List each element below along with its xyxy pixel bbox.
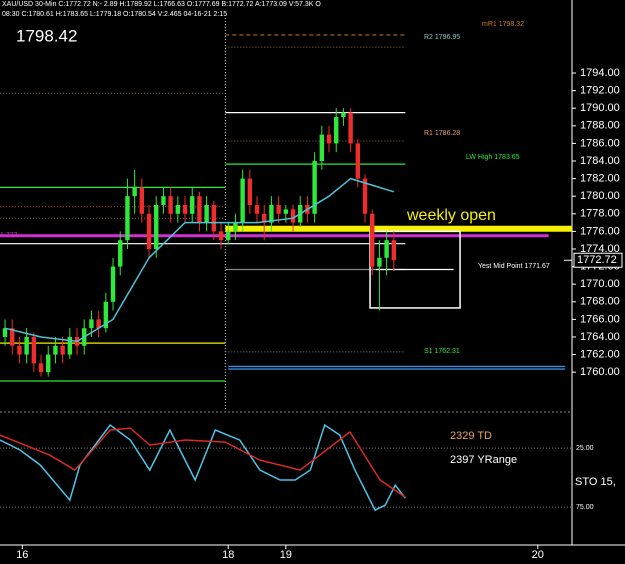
candle-body bbox=[125, 196, 130, 241]
candle-body bbox=[89, 319, 94, 329]
candle-body bbox=[233, 222, 238, 232]
r1-label: R1 1786.28 bbox=[424, 130, 460, 137]
candle-body bbox=[60, 345, 65, 355]
candle-body bbox=[370, 213, 375, 267]
candle-body bbox=[46, 354, 51, 373]
candle-body bbox=[146, 213, 152, 249]
candle-body bbox=[96, 319, 101, 329]
s1-label: S1 1762.31 bbox=[424, 348, 460, 355]
candle-body bbox=[247, 178, 253, 205]
candle-body bbox=[254, 205, 260, 214]
candle-body bbox=[283, 209, 289, 214]
candle-body bbox=[161, 196, 166, 205]
candle-body bbox=[17, 345, 22, 355]
sto-line bbox=[0, 423, 406, 512]
y-tick-label: 1776.00 bbox=[580, 225, 620, 237]
x-tick-label: 16 bbox=[16, 549, 28, 561]
candle-body bbox=[24, 336, 29, 355]
candle-body bbox=[218, 231, 224, 241]
candle-body bbox=[334, 117, 339, 144]
header: XAU/USD 30-Min C:1772.72 N:- 2.89 H:1789… bbox=[2, 1, 321, 8]
candle-body bbox=[67, 336, 73, 355]
candle-body bbox=[269, 205, 274, 223]
candle-body bbox=[139, 187, 145, 214]
candle-body bbox=[103, 301, 109, 329]
candle-body bbox=[190, 196, 195, 214]
y-tick-label: 1784.00 bbox=[580, 155, 620, 167]
yrange-label: 2397 YRange bbox=[450, 454, 517, 466]
candle-body bbox=[290, 209, 296, 223]
y-tick-label: 1760.00 bbox=[580, 366, 620, 378]
candle-body bbox=[240, 178, 245, 223]
candle-body bbox=[312, 161, 317, 214]
range-box bbox=[369, 230, 461, 309]
r2-label: R2 1796.95 bbox=[424, 34, 460, 41]
moving-average bbox=[4, 177, 395, 343]
sto-tick-label: 25.00 bbox=[576, 445, 594, 452]
candle-body bbox=[348, 112, 353, 144]
candle-body bbox=[197, 196, 202, 223]
candle-body bbox=[53, 345, 58, 355]
sto-line bbox=[0, 427, 406, 498]
x-tick-label: 18 bbox=[222, 549, 234, 561]
subheader: 08:30 C:1780.61 H:1783.65 L:1779.18 O:17… bbox=[2, 11, 227, 18]
candle-body bbox=[355, 143, 361, 179]
big-price: 1798.42 bbox=[16, 26, 77, 45]
y-tick-label: 1790.00 bbox=[580, 102, 620, 114]
candle-body bbox=[362, 178, 368, 214]
y-tick-label: 1766.00 bbox=[580, 313, 620, 325]
td-label: 2329 TD bbox=[450, 430, 492, 442]
y-tick-label: 1782.00 bbox=[580, 173, 620, 185]
candle-body bbox=[262, 213, 267, 223]
y-tick-label: 1780.00 bbox=[580, 190, 620, 202]
candle-body bbox=[175, 205, 181, 214]
candle-body bbox=[319, 134, 325, 162]
yest-mid-label: Yest Mid Point 1771.67 bbox=[478, 263, 550, 270]
candle-body bbox=[391, 240, 397, 261]
candle-body bbox=[276, 205, 281, 214]
last-price-label: 1772.72 bbox=[577, 254, 617, 266]
sto-label: STO 15, bbox=[575, 476, 616, 488]
y-tick-label: 1762.00 bbox=[580, 348, 620, 360]
candle-body bbox=[384, 240, 389, 258]
y-tick-label: 1788.00 bbox=[580, 120, 620, 132]
mr1-label: mR1 1798.32 bbox=[482, 21, 524, 28]
candle-body bbox=[38, 363, 44, 373]
last-price-box bbox=[573, 252, 623, 268]
y-tick-label: 1774.00 bbox=[580, 243, 620, 255]
x-tick-label: 19 bbox=[280, 549, 292, 561]
candle-body bbox=[377, 257, 382, 267]
candle-body bbox=[2, 328, 8, 337]
candle-body bbox=[182, 205, 188, 214]
y-tick-label: 1768.00 bbox=[580, 296, 620, 308]
candle-body bbox=[132, 187, 137, 197]
weekly-open: weekly open bbox=[406, 207, 496, 224]
candle-body bbox=[326, 134, 332, 144]
y-tick-label: 1794.00 bbox=[580, 67, 620, 79]
sto-tick-label: 75.00 bbox=[576, 504, 594, 511]
candle-body bbox=[10, 328, 15, 346]
candle-body bbox=[110, 266, 116, 302]
y-tick-label: 1764.00 bbox=[580, 331, 620, 343]
y-tick-label: 1778.00 bbox=[580, 208, 620, 220]
candle-body bbox=[204, 205, 209, 223]
candle-body bbox=[118, 240, 123, 267]
lw-high-label: LW High 1783.65 bbox=[466, 154, 520, 161]
candle-body bbox=[226, 231, 231, 241]
y-tick-label: 1770.00 bbox=[580, 278, 620, 290]
candle-body bbox=[341, 112, 346, 118]
candle-body bbox=[168, 196, 173, 214]
x-tick-label: 20 bbox=[532, 549, 544, 561]
candle-body bbox=[211, 205, 217, 232]
candle-body bbox=[154, 205, 159, 249]
candle-body bbox=[31, 336, 37, 364]
y-tick-label: 1786.00 bbox=[580, 137, 620, 149]
y-tick-label: 1792.00 bbox=[580, 85, 620, 97]
